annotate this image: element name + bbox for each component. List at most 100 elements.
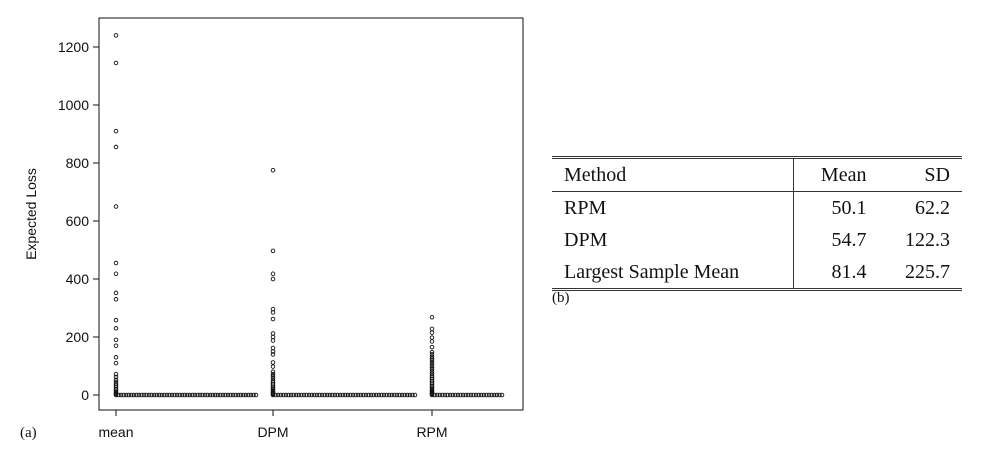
data-point [437, 392, 443, 398]
data-point [113, 326, 119, 331]
data-point [332, 392, 338, 398]
x-tick-label: DPM [257, 424, 288, 440]
data-point [355, 392, 361, 398]
cell-sd: 62.2 [915, 196, 950, 219]
data-point [202, 392, 208, 398]
data-point [429, 384, 435, 389]
data-point [179, 392, 185, 398]
data-point [450, 392, 455, 398]
data-point [248, 392, 254, 398]
data-point [432, 392, 437, 398]
data-point [113, 337, 119, 343]
data-point [113, 374, 119, 380]
y-tick-label: 1000 [58, 97, 89, 113]
data-point [399, 392, 405, 398]
data-point [243, 392, 249, 398]
col-header-sd: SD [878, 157, 962, 192]
data-point [113, 377, 119, 383]
y-tick-label: 400 [66, 271, 90, 287]
data-point [113, 60, 119, 66]
data-point [363, 392, 369, 398]
table-row: DPM 54.7 122.3 [552, 224, 962, 256]
data-point [228, 392, 233, 398]
col-header-method: Method [552, 157, 795, 192]
cell-method: RPM [552, 191, 795, 224]
cell-mean: 81.4 [831, 260, 867, 283]
data-point [270, 360, 276, 365]
data-point [371, 392, 376, 398]
data-point [162, 392, 167, 398]
y-tick-label: 200 [66, 329, 90, 345]
data-point [190, 392, 195, 398]
data-point [238, 392, 243, 398]
data-point [429, 349, 435, 355]
data-point [215, 392, 221, 398]
data-point [429, 360, 435, 366]
data-point [200, 392, 205, 398]
expected-loss-chart: 0 200 400 600 800 1000 1200 mean DPM RPM Expecte… [20, 17, 524, 441]
data-point [113, 392, 119, 398]
data-point [187, 392, 193, 398]
data-point [141, 392, 147, 398]
data-point [407, 392, 413, 398]
data-point [319, 392, 325, 398]
data-point [205, 392, 210, 398]
data-point [434, 392, 440, 398]
data-point [207, 392, 213, 398]
data-point [230, 392, 236, 398]
data-point [270, 364, 276, 369]
data-point [455, 392, 461, 398]
data-point [447, 392, 453, 398]
data-point [494, 392, 500, 398]
data-point [394, 392, 400, 398]
y-tick-label: 600 [66, 213, 90, 229]
data-point [131, 392, 137, 398]
data-point [397, 392, 402, 398]
data-point [402, 392, 407, 398]
data-point [304, 392, 309, 398]
data-point [113, 355, 119, 360]
panel-label-a: (a) [20, 425, 37, 441]
data-point [123, 392, 129, 398]
cell-mean: 54.7 [831, 228, 867, 251]
data-point [389, 392, 395, 398]
data-point [476, 392, 481, 398]
table-header-row: Method Mean SD [552, 157, 962, 192]
data-point [322, 392, 327, 398]
data-point [270, 369, 276, 375]
data-point [270, 392, 276, 398]
y-tick-label: 800 [66, 155, 90, 171]
data-point [463, 392, 468, 398]
data-point [281, 392, 286, 398]
data-point [299, 392, 304, 398]
data-point [429, 315, 435, 320]
data-point [113, 204, 119, 209]
data-point [116, 392, 121, 398]
data-point [429, 352, 435, 357]
data-point [185, 392, 190, 398]
y-axis-label: Expected Loss [23, 168, 39, 260]
cell-sd: 225.7 [905, 260, 950, 283]
data-point [270, 371, 276, 377]
data-point [275, 392, 281, 398]
data-point [278, 392, 283, 398]
data-point [296, 392, 302, 398]
data-point [429, 326, 435, 332]
data-point [429, 330, 435, 335]
data-point [113, 343, 119, 348]
data-point [410, 392, 415, 398]
data-point [149, 392, 154, 398]
data-point [233, 392, 238, 398]
data-point [164, 392, 170, 398]
data-point [374, 392, 379, 398]
data-point [429, 358, 435, 364]
data-point [358, 392, 364, 398]
data-point [113, 360, 119, 366]
x-tick-label: mean [98, 424, 133, 440]
data-point [113, 128, 119, 134]
data-point [286, 392, 291, 398]
data-point [121, 392, 126, 398]
data-point [159, 392, 165, 398]
data-point [479, 392, 484, 398]
x-tick-label: RPM [416, 424, 447, 440]
